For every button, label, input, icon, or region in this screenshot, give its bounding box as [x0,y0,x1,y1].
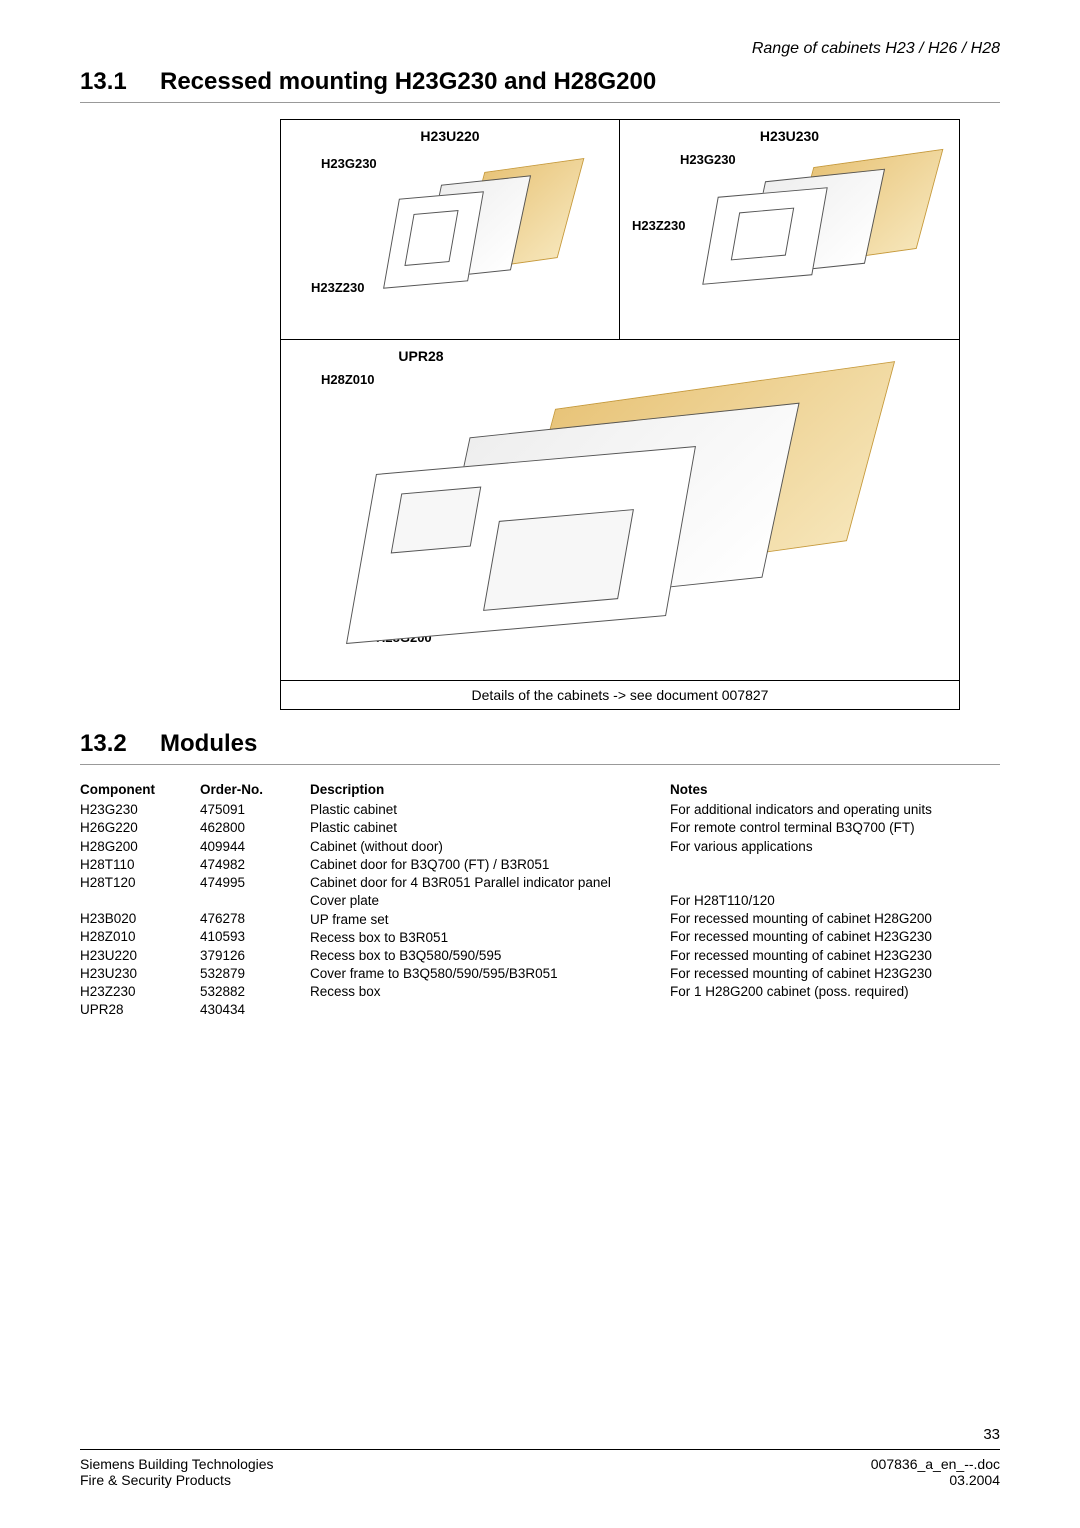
table-row-desc: Recess box to B3Q580/590/595 [310,947,652,965]
diagram-top-left: H23U220 H23G230 H23Z230 [281,120,620,340]
table-row-notes: For remote control terminal B3Q700 (FT) [670,819,982,837]
section-num-2: 13.2 [80,730,140,758]
table-row-desc: Cabinet door for 4 B3R051 Parallel indic… [310,874,652,892]
table-row-desc: UP frame set [310,911,652,929]
table-row-order: 475091 [200,801,292,819]
table-row-component: H23Z230 [80,983,182,1001]
diagram-top-right: H23U230 H23G230 H23Z230 [620,120,959,340]
table-row-order: 462800 [200,819,292,837]
table-row-component: H28Z010 [80,928,182,946]
table-row-desc: Cabinet (without door) [310,838,652,856]
table-row-component: H23G230 [80,801,182,819]
table-row-desc: Recess box to B3R051 [310,929,652,947]
cell-title-h23u230: H23U230 [630,128,949,144]
table-row-desc: Cabinet door for B3Q700 (FT) / B3R051 [310,856,652,874]
label-h23z230-left: H23Z230 [311,280,364,295]
table-row-component: UPR28 [80,1001,182,1019]
table-row-component: H23U230 [80,965,182,983]
table-row-component: H23B020 [80,910,182,928]
label-h28z010: H28Z010 [321,372,374,387]
footer-right-2: 03.2004 [871,1472,1000,1488]
section-title-text-2: Modules [160,730,257,758]
table-row-component: H28T120 [80,874,182,910]
table-row-notes: For recessed mounting of cabinet H23G230 [670,947,982,965]
table-row-order: 409944 [200,838,292,856]
label-h23g230-right: H23G230 [680,152,736,167]
table-row-desc: Recess box [310,983,652,1001]
table-row-order: 474982 [200,856,292,874]
section-13-2: 13.2 Modules [80,730,1000,765]
table-row-component: H28G200 [80,838,182,856]
footer-right-1: 007836_a_en_--.doc [871,1456,1000,1472]
table-row-order: 410593 [200,928,292,946]
table-row-desc: Plastic cabinet [310,819,652,837]
page-number: 33 [983,1426,1000,1443]
table-row-notes: For recessed mounting of cabinet H23G230 [670,965,982,983]
table-row-component: H26G220 [80,819,182,837]
section-title-text: Recessed mounting H23G230 and H28G200 [160,68,656,96]
table-row-notes: For 1 H28G200 cabinet (poss. required) [670,983,982,1001]
col-head-order: Order-No. [200,781,292,799]
table-row-order: 476278 [200,910,292,928]
col-head-notes: Notes [670,781,982,799]
doc-range-header: Range of cabinets H23 / H26 / H28 [80,40,1000,58]
table-row-notes: For additional indicators and operating … [670,801,982,819]
section-13-1: 13.1 Recessed mounting H23G230 and H28G2… [80,68,1000,103]
diagram-container: H23U220 H23G230 H23Z230 H23U230 H23G230 … [280,119,960,710]
table-row-notes [670,856,982,892]
table-row-order: 430434 [200,1001,292,1019]
col-head-desc: Description [310,781,652,799]
table-row-component: H28T110 [80,856,182,874]
cell-title-upr28: UPR28 [291,348,551,364]
diagram-bottom: UPR28 H28Z010 H28G200 [281,340,959,680]
table-row-desc: Plastic cabinet [310,801,652,819]
table-row-notes: For recessed mounting of cabinet H23G230 [670,928,982,946]
page-footer: Siemens Building Technologies Fire & Sec… [80,1449,1000,1488]
modules-table: Component H23G230H26G220H28G200H28T110H2… [80,781,1000,1019]
label-h23z230-right: H23Z230 [632,218,685,233]
diagram-caption: Details of the cabinets -> see document … [281,680,959,709]
label-h23g230-left: H23G230 [321,156,377,171]
table-row-notes: For recessed mounting of cabinet H28G200 [670,910,982,928]
table-row-order: 379126 [200,947,292,965]
table-row-component: H23U220 [80,947,182,965]
table-row-desc: Cover plate [310,892,652,910]
section-num: 13.1 [80,68,140,96]
table-row-notes: For H28T110/120 [670,892,982,910]
cell-title-h23u220: H23U220 [291,128,609,144]
footer-left-2: Fire & Security Products [80,1472,274,1488]
table-row-notes: For various applications [670,838,982,856]
table-row-order: 532879 [200,965,292,983]
table-row-order: 474995 [200,874,292,910]
col-head-component: Component [80,781,182,799]
table-row-desc: Cover frame to B3Q580/590/595/B3R051 [310,965,652,983]
table-row-order: 532882 [200,983,292,1001]
footer-left-1: Siemens Building Technologies [80,1456,274,1472]
